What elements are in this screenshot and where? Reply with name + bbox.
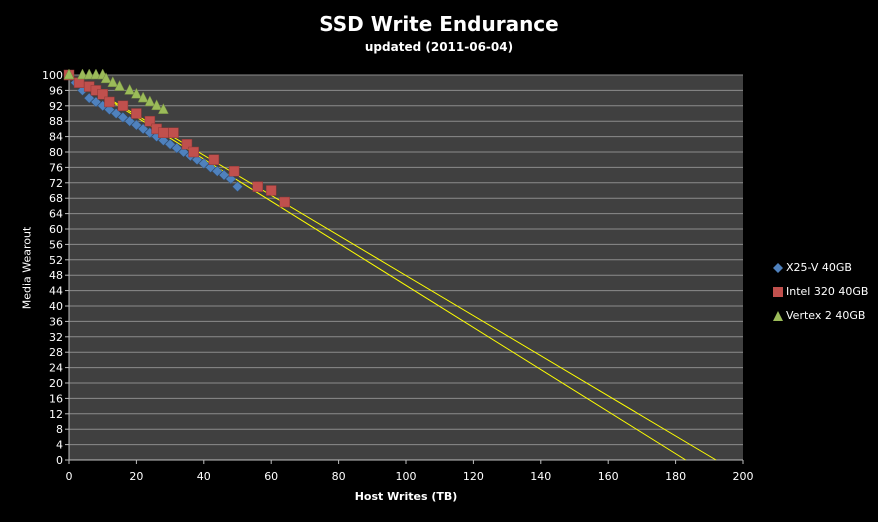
data-point-x25v [171, 142, 183, 154]
y-tick-label: 72 [49, 177, 63, 190]
x-tick-label: 60 [264, 470, 278, 483]
x-tick-label: 160 [598, 470, 619, 483]
y-tick-label: 16 [49, 392, 63, 405]
data-point-vertex2 [144, 95, 156, 107]
y-tick-label: 64 [49, 208, 63, 221]
data-point-vertex2 [83, 68, 95, 80]
data-point-intel320 [144, 115, 156, 127]
y-tick-label: 0 [56, 454, 63, 467]
data-point-intel320 [188, 146, 199, 158]
y-tick-label: 32 [49, 331, 63, 344]
legend-label: Intel 320 40GB [786, 285, 869, 298]
y-tick-label: 52 [49, 254, 63, 267]
x-tick-label: 180 [665, 470, 686, 483]
data-point-vertex2 [124, 83, 136, 95]
data-point-vertex2 [130, 87, 142, 99]
legend-label: Vertex 2 40GB [786, 309, 866, 322]
y-tick-label: 80 [49, 146, 63, 159]
data-point-vertex2 [157, 103, 169, 114]
data-point-intel320 [158, 127, 169, 138]
data-point-vertex2 [151, 99, 163, 111]
data-point-x25v [211, 165, 223, 177]
data-point-x25v [117, 111, 129, 123]
data-point-x25v [218, 169, 230, 181]
data-point-x25v [131, 119, 142, 131]
data-point-x25v [164, 138, 176, 150]
x-tick-label: 140 [530, 470, 551, 483]
data-point-vertex2 [90, 68, 102, 80]
data-point-intel320 [181, 139, 193, 150]
y-tick-label: 68 [49, 192, 63, 205]
data-point-x25v [232, 181, 243, 193]
data-point-intel320 [208, 154, 220, 165]
data-point-intel320 [168, 127, 179, 138]
x-axis-label: Host Writes (TB) [354, 490, 458, 503]
y-tick-label: 96 [49, 84, 63, 97]
data-point-intel320 [279, 196, 290, 208]
legend-label: X25-V 40GB [786, 261, 852, 274]
x-tick-label: 200 [733, 470, 754, 483]
y-tick-label: 20 [49, 377, 63, 390]
y-tick-label: 100 [42, 69, 63, 82]
data-point-intel320 [228, 166, 240, 177]
y-tick-label: 84 [49, 131, 63, 144]
y-tick-label: 56 [49, 238, 63, 251]
data-point-intel320 [117, 100, 129, 112]
legend-marker-square [773, 287, 783, 297]
y-tick-label: 24 [49, 362, 63, 375]
data-point-intel320 [131, 108, 142, 119]
chart-subtitle: updated (2011-06-04) [364, 40, 514, 54]
trendline [68, 74, 717, 461]
x-tick-label: 0 [66, 470, 73, 483]
data-point-vertex2 [114, 79, 125, 91]
y-tick-label: 8 [56, 423, 63, 436]
y-tick-label: 4 [56, 439, 63, 452]
data-point-intel320 [252, 181, 263, 192]
data-point-vertex2 [63, 68, 75, 80]
y-axis-label: Media Wearout [20, 226, 34, 310]
y-tick-label: 92 [49, 100, 63, 113]
y-tick-label: 76 [49, 161, 63, 174]
y-tick-label: 36 [49, 315, 63, 328]
x-tick-label: 80 [332, 470, 346, 483]
data-point-intel320 [104, 96, 115, 108]
y-tick-label: 40 [49, 300, 63, 313]
data-point-intel320 [97, 89, 108, 100]
y-tick-label: 60 [49, 223, 63, 236]
y-tick-label: 28 [49, 346, 63, 359]
y-tick-label: 88 [49, 115, 63, 128]
x-tick-label: 40 [197, 470, 211, 483]
data-point-vertex2 [100, 72, 112, 84]
data-point-vertex2 [137, 91, 149, 103]
trendline [68, 74, 686, 461]
x-tick-label: 20 [129, 470, 143, 483]
legend-marker-diamond [773, 263, 783, 273]
data-point-vertex2 [77, 68, 88, 80]
chart-title: SSD Write Endurance [319, 12, 559, 36]
y-tick-label: 44 [49, 285, 63, 298]
x-tick-label: 100 [396, 470, 417, 483]
data-point-intel320 [265, 185, 277, 196]
data-point-x25v [198, 158, 210, 169]
plot-area [69, 75, 743, 460]
y-tick-label: 12 [49, 408, 63, 421]
x-tick-label: 120 [463, 470, 484, 483]
y-tick-label: 48 [49, 269, 63, 282]
data-point-vertex2 [107, 76, 119, 87]
legend-marker-triangle [773, 311, 783, 321]
